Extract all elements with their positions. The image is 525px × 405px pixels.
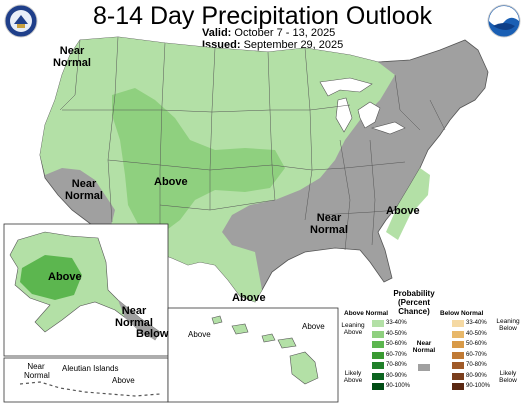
map-label-near-normal-aleut: Near Normal xyxy=(24,362,50,380)
legend-above-swatch xyxy=(372,320,384,327)
legend-near-label: Near Normal xyxy=(412,340,436,354)
legend-below-header: Below Normal xyxy=(440,310,484,317)
legend-above-range: 60-70% xyxy=(386,351,407,358)
legend-above-range: 33-40% xyxy=(386,320,407,326)
legend-likely-below: Likely Below xyxy=(499,370,517,384)
map-label-near-normal-ca: Near Normal xyxy=(65,178,103,202)
legend-above-swatch xyxy=(372,330,384,338)
alaska-above-dark xyxy=(20,255,82,300)
legend-below-swatch xyxy=(452,320,464,327)
legend-above-range: 70-80% xyxy=(386,362,407,368)
legend-above-range: 40-50% xyxy=(386,330,407,337)
legend-below-range: 33-40% xyxy=(466,320,487,326)
hawaii-inset-frame xyxy=(167,307,339,403)
above-area-dark xyxy=(112,88,285,235)
page-title: 8-14 Day Precipitation Outlook xyxy=(92,2,433,30)
above-se-area xyxy=(386,168,430,240)
map-label-above-hi-e: Above xyxy=(302,322,325,331)
legend-likely-above: Likely Above xyxy=(343,370,363,384)
map-label-below-ak: Below xyxy=(136,328,169,340)
legend-below-swatch xyxy=(452,330,464,338)
doc-seal-logo xyxy=(4,4,38,38)
valid-label: Valid: xyxy=(202,27,232,39)
legend-leaning-above: Leaning Above xyxy=(341,322,365,336)
issued-date: Issued: September 29, 2025 xyxy=(202,39,343,51)
legend-below-swatch xyxy=(452,383,464,390)
map-label-aleutian-islands: Aleutian Islands xyxy=(62,364,119,373)
legend-below-range: 90-100% xyxy=(466,383,491,389)
map-label-above-tx: Above xyxy=(232,292,266,304)
legend-below-range: 50-60% xyxy=(466,341,487,347)
hawaii-islands xyxy=(211,315,319,385)
legend-above-header: Above Normal xyxy=(344,310,389,317)
map-label-near-normal-se: Near Normal xyxy=(310,212,348,236)
valid-dates: Valid: October 7 - 13, 2025 xyxy=(202,27,335,39)
map-label-above-ak: Above xyxy=(48,271,82,283)
legend-above-swatch xyxy=(372,372,384,380)
legend-above-range: 90-100% xyxy=(386,383,411,389)
legend-below-swatch xyxy=(452,351,464,359)
legend-above-swatch xyxy=(372,383,384,390)
great-lakes xyxy=(319,77,406,135)
legend-below-swatch xyxy=(452,362,464,369)
legend-below-range: 70-80% xyxy=(466,362,487,368)
map-label-above-central: Above xyxy=(154,176,188,188)
state-borders xyxy=(59,36,446,251)
legend-above-swatch xyxy=(372,362,384,369)
legend-above-swatch xyxy=(372,351,384,359)
legend-leaning-below: Leaning Below xyxy=(496,318,520,332)
map-label-above-aleut: Above xyxy=(112,376,135,385)
map-label-near-normal-ak: Near Normal xyxy=(115,305,153,329)
valid-value: October 7 - 13, 2025 xyxy=(234,27,336,39)
map-label-above-se: Above xyxy=(386,205,420,217)
legend-below-range: 40-50% xyxy=(466,330,487,337)
legend-above-range: 80-90% xyxy=(386,372,407,379)
legend-title: Probability (Percent Chance) xyxy=(393,289,435,316)
legend-near-swatch xyxy=(418,364,430,371)
aleutian-inset-frame xyxy=(3,357,169,403)
legend-below-range: 60-70% xyxy=(466,351,487,358)
legend-below-swatch xyxy=(452,372,464,380)
map-label-above-hi-w: Above xyxy=(188,330,211,339)
alaska-near-normal xyxy=(118,300,160,340)
aleutian-islands xyxy=(19,381,161,397)
legend-below-swatch xyxy=(452,341,464,348)
legend-above-range: 50-60% xyxy=(386,341,407,347)
legend-above-swatch xyxy=(372,341,384,348)
map-label-near-normal-nw: Near Normal xyxy=(53,45,91,69)
legend-below-range: 80-90% xyxy=(466,372,487,379)
noaa-logo xyxy=(487,4,521,38)
issued-value: September 29, 2025 xyxy=(243,39,344,51)
